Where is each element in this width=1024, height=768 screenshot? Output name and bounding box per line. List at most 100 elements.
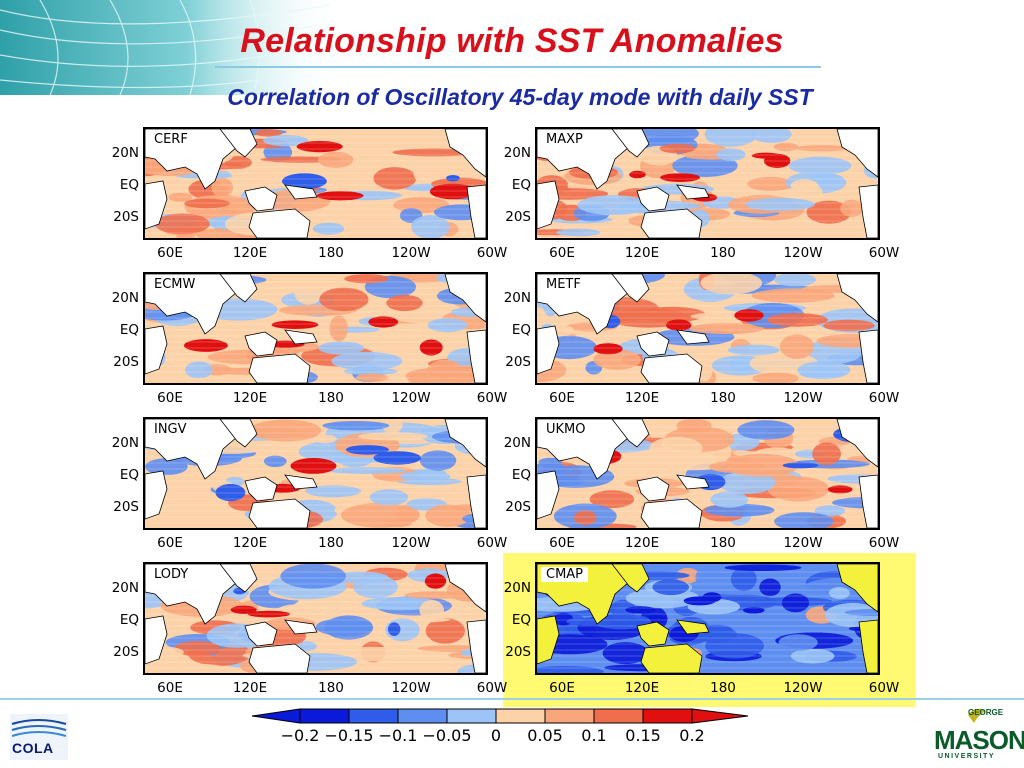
colorbar-label: −0.05: [422, 726, 472, 745]
correlation-map: [537, 419, 878, 528]
panel-label: INGV: [149, 422, 192, 437]
panel-label: ECMW: [149, 277, 201, 292]
y-tick-label: 20N: [503, 145, 531, 161]
x-tick-label: 180: [710, 245, 736, 261]
colorbar: [250, 707, 750, 727]
x-tick-label: 60E: [549, 245, 575, 261]
x-tick-label: 120E: [232, 535, 268, 551]
correlation-map: [145, 129, 486, 238]
y-tick-label: 20S: [113, 499, 139, 515]
y-tick-label: 20S: [505, 354, 531, 370]
x-tick-label: 120W: [391, 390, 431, 406]
x-tick-label: 60W: [476, 680, 508, 696]
panel-label: CERF: [149, 132, 193, 147]
map-panel-maxp: MAXP: [535, 127, 880, 240]
map-panel-metf: METF: [535, 272, 880, 385]
x-tick-label: 120E: [624, 680, 660, 696]
gmu-leaf-icon: [968, 708, 986, 723]
colorbar-swatch: [348, 708, 399, 724]
x-tick-label: 120E: [232, 245, 268, 261]
y-tick-label: 20S: [113, 209, 139, 225]
x-tick-label: 120W: [391, 535, 431, 551]
y-tick-label: 20S: [505, 499, 531, 515]
y-tick-label: 20N: [111, 580, 139, 596]
panel-label: LODY: [149, 567, 194, 582]
x-tick-label: 120W: [391, 680, 431, 696]
x-tick-label: 180: [710, 680, 736, 696]
colorbar-label: −0.1: [378, 726, 418, 745]
colorbar-swatch: [593, 708, 644, 724]
gmu-mason: MASON: [934, 725, 1024, 755]
x-tick-label: 120E: [232, 390, 268, 406]
map-panel-cerf: CERF: [143, 127, 488, 240]
x-tick-label: 180: [710, 390, 736, 406]
x-tick-label: 120W: [391, 245, 431, 261]
footer-divider: [0, 698, 1024, 700]
map-panel-ingv: INGV: [143, 417, 488, 530]
correlation-map: [537, 564, 878, 673]
x-tick-label: 120E: [624, 390, 660, 406]
y-tick-label: 20S: [505, 644, 531, 660]
title-underline: [215, 66, 821, 68]
x-tick-label: 120E: [624, 245, 660, 261]
colorbar-label: −0.2: [280, 726, 320, 745]
map-panel-ukmo: UKMO: [535, 417, 880, 530]
map-panel-cmap: CMAP: [535, 562, 880, 675]
y-tick-label: 20S: [113, 644, 139, 660]
y-tick-label: 20S: [113, 354, 139, 370]
colorbar-swatch: [299, 708, 350, 724]
gmu-logo: GEORGE MASON UNIVERSITY: [930, 705, 1024, 765]
x-tick-label: 60E: [157, 535, 183, 551]
y-tick-label: EQ: [511, 177, 531, 193]
colorbar-label: 0.2: [679, 726, 705, 745]
colorbar-graphic: [251, 708, 749, 724]
correlation-map: [145, 419, 486, 528]
y-tick-label: EQ: [511, 322, 531, 338]
x-tick-label: 60E: [157, 245, 183, 261]
panel-label: METF: [541, 277, 586, 292]
colorbar-label: 0.15: [625, 726, 661, 745]
y-tick-label: 20N: [111, 290, 139, 306]
cola-logo-icon: [10, 714, 68, 760]
colorbar-swatch: [495, 708, 546, 724]
panel-label: CMAP: [541, 567, 589, 582]
x-tick-label: 60W: [868, 245, 900, 261]
y-tick-label: EQ: [119, 177, 139, 193]
x-tick-label: 120W: [783, 535, 823, 551]
y-tick-label: EQ: [119, 612, 139, 628]
colorbar-swatch: [446, 708, 497, 724]
page-subtitle: Correlation of Oscillatory 45-day mode w…: [227, 84, 813, 110]
colorbar-swatch: [397, 708, 448, 724]
x-tick-label: 180: [318, 245, 344, 261]
panel-label: UKMO: [541, 422, 591, 437]
x-tick-label: 60E: [549, 535, 575, 551]
x-tick-label: 60E: [157, 390, 183, 406]
x-tick-label: 180: [318, 535, 344, 551]
y-tick-label: 20N: [503, 435, 531, 451]
y-tick-label: EQ: [119, 322, 139, 338]
map-panel-lody: LODY: [143, 562, 488, 675]
x-tick-label: 60W: [868, 390, 900, 406]
x-tick-label: 120E: [624, 535, 660, 551]
x-tick-label: 60E: [549, 680, 575, 696]
y-tick-label: 20N: [503, 580, 531, 596]
x-tick-label: 120W: [783, 245, 823, 261]
y-tick-label: 20S: [505, 209, 531, 225]
y-tick-label: 20N: [503, 290, 531, 306]
x-tick-label: 60W: [476, 390, 508, 406]
colorbar-label: −0.15: [324, 726, 374, 745]
y-tick-label: EQ: [511, 612, 531, 628]
x-tick-label: 180: [318, 680, 344, 696]
correlation-map: [145, 274, 486, 383]
map-panel-ecmw: ECMW: [143, 272, 488, 385]
colorbar-label: 0: [490, 726, 502, 745]
y-tick-label: 20N: [111, 435, 139, 451]
cola-logo-text: COLA: [12, 740, 54, 756]
x-tick-label: 60W: [868, 680, 900, 696]
page-title: Relationship with SST Anomalies: [240, 22, 784, 60]
x-tick-label: 120W: [783, 390, 823, 406]
x-tick-label: 120E: [232, 680, 268, 696]
correlation-map: [537, 129, 878, 238]
colorbar-label: 0.05: [527, 726, 563, 745]
gmu-university: UNIVERSITY: [938, 753, 996, 760]
